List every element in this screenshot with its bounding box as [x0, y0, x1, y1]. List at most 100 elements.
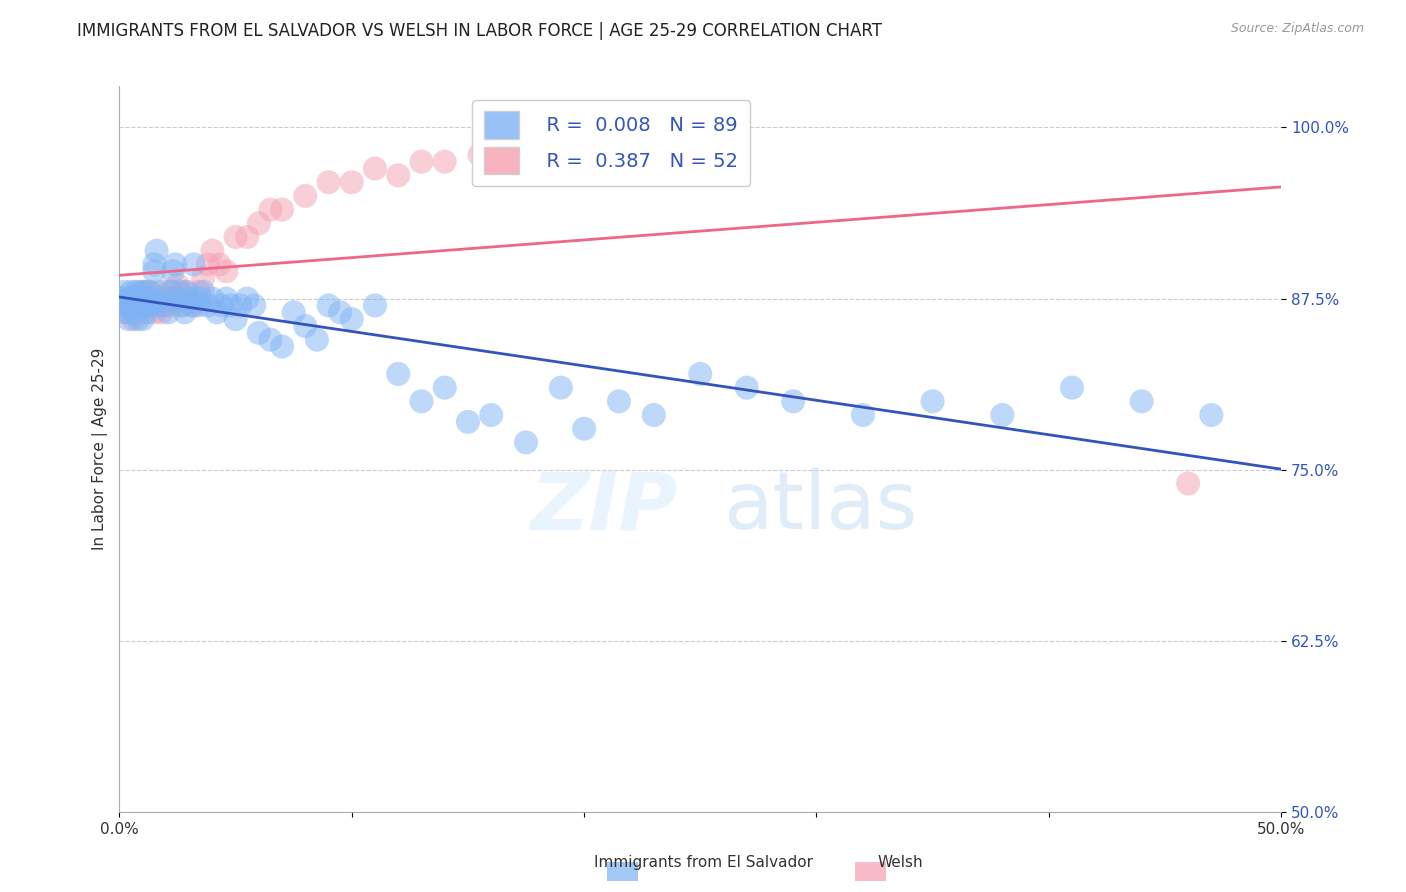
- Point: [165, 257, 187, 271]
- Point: [148, 285, 170, 299]
- Point: [143, 264, 166, 278]
- Point: [131, 312, 153, 326]
- Point: [172, 298, 194, 312]
- Point: [271, 202, 294, 217]
- Point: [433, 381, 456, 395]
- Point: [145, 244, 167, 258]
- Point: [122, 298, 145, 312]
- Point: [782, 394, 804, 409]
- Point: [138, 285, 160, 299]
- Point: [125, 298, 148, 312]
- Point: [122, 312, 145, 326]
- Point: [735, 381, 758, 395]
- Point: [503, 141, 526, 155]
- Point: [294, 189, 316, 203]
- Point: [215, 292, 238, 306]
- Point: [157, 305, 180, 319]
- Point: [176, 285, 198, 299]
- Point: [125, 292, 148, 306]
- Point: [219, 298, 242, 312]
- Point: [129, 285, 152, 299]
- Point: [515, 435, 537, 450]
- Point: [550, 134, 572, 148]
- Point: [387, 367, 409, 381]
- Point: [243, 298, 266, 312]
- Point: [183, 257, 205, 271]
- Point: [205, 305, 228, 319]
- Point: [596, 134, 619, 148]
- Point: [152, 298, 174, 312]
- Point: [433, 154, 456, 169]
- Point: [120, 298, 142, 312]
- Point: [134, 285, 156, 299]
- Point: [236, 292, 259, 306]
- Point: [271, 340, 294, 354]
- Point: [172, 298, 194, 312]
- Point: [115, 298, 138, 312]
- Text: atlas: atlas: [724, 468, 918, 546]
- Point: [259, 202, 281, 217]
- Point: [143, 305, 166, 319]
- Point: [191, 271, 214, 285]
- Point: [183, 298, 205, 312]
- Point: [143, 257, 166, 271]
- Point: [136, 298, 159, 312]
- Point: [118, 312, 141, 326]
- Point: [129, 292, 152, 306]
- Point: [162, 264, 184, 278]
- Point: [921, 394, 943, 409]
- Text: Source: ZipAtlas.com: Source: ZipAtlas.com: [1230, 22, 1364, 36]
- Point: [1201, 408, 1223, 422]
- Point: [294, 318, 316, 333]
- Point: [201, 292, 224, 306]
- Text: Immigrants from El Salvador: Immigrants from El Salvador: [593, 855, 813, 870]
- Point: [173, 305, 195, 319]
- Point: [166, 277, 188, 292]
- Point: [191, 285, 214, 299]
- Point: [259, 333, 281, 347]
- Point: [852, 408, 875, 422]
- Point: [387, 169, 409, 183]
- Point: [166, 292, 188, 306]
- Point: [1130, 394, 1153, 409]
- Point: [150, 305, 173, 319]
- Point: [208, 257, 231, 271]
- Point: [127, 292, 149, 306]
- Point: [138, 292, 160, 306]
- Point: [159, 285, 181, 299]
- Point: [141, 298, 163, 312]
- Point: [136, 292, 159, 306]
- Point: [127, 312, 149, 326]
- Point: [134, 298, 156, 312]
- Point: [197, 298, 219, 312]
- Point: [283, 305, 305, 319]
- Point: [479, 408, 502, 422]
- Point: [112, 285, 135, 299]
- Point: [111, 292, 134, 306]
- Point: [340, 175, 363, 189]
- Point: [197, 257, 219, 271]
- Point: [190, 292, 212, 306]
- Point: [318, 175, 340, 189]
- Point: [138, 285, 160, 299]
- Point: [112, 305, 135, 319]
- Point: [155, 298, 177, 312]
- Point: [120, 285, 142, 299]
- Point: [225, 312, 247, 326]
- Point: [134, 292, 156, 306]
- Point: [148, 292, 170, 306]
- Point: [111, 292, 134, 306]
- Point: [169, 285, 191, 299]
- Point: [340, 312, 363, 326]
- Text: IMMIGRANTS FROM EL SALVADOR VS WELSH IN LABOR FORCE | AGE 25-29 CORRELATION CHAR: IMMIGRANTS FROM EL SALVADOR VS WELSH IN …: [77, 22, 883, 40]
- Point: [187, 285, 209, 299]
- Point: [247, 326, 270, 340]
- Point: [991, 408, 1014, 422]
- Point: [179, 292, 201, 306]
- Point: [364, 161, 387, 176]
- Point: [118, 292, 141, 306]
- Legend:   R =  0.008   N = 89,   R =  0.387   N = 52: R = 0.008 N = 89, R = 0.387 N = 52: [472, 100, 749, 186]
- Point: [572, 422, 595, 436]
- Point: [180, 298, 202, 312]
- Point: [152, 292, 174, 306]
